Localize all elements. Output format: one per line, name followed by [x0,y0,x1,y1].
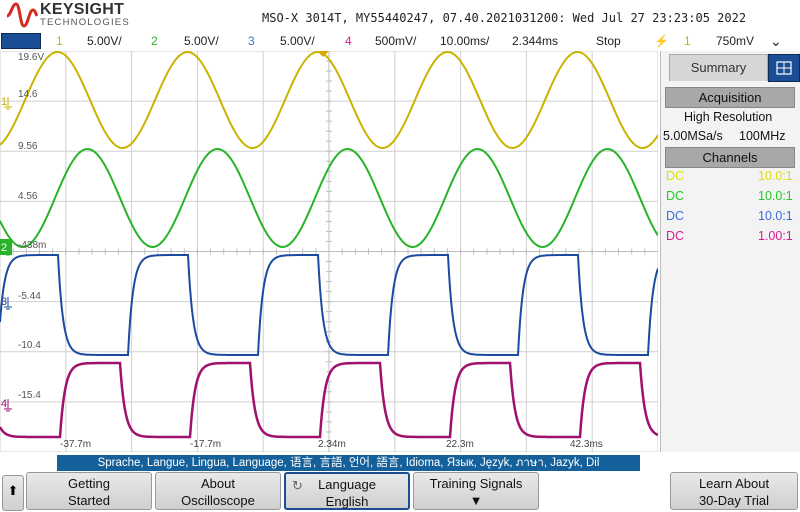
language-strip: Sprache, Langue, Lingua, Language, 语言, 言… [57,455,640,471]
title-bar: KEYSIGHT TECHNOLOGIES MSO-X 3014T, MY554… [0,0,800,32]
ch2-ground-marker [0,239,12,255]
language-label-1: Language [318,477,376,492]
ch1-probe: 10.0:1 [758,169,793,183]
y-label-0: 19.6V [18,52,45,63]
y-label-7: -15.4 [18,390,41,401]
trigger-source[interactable]: 1 [684,34,691,48]
ch3-coupling: DC [666,209,685,223]
ch4-marker-label: 4 [1,398,7,410]
instrument-info: MSO-X 3014T, MY55440247, 07.40.202103120… [262,11,747,25]
language-label-2: English [325,494,369,509]
y-label-4: -438m [18,240,47,251]
y-label-1: 14.6 [18,89,38,100]
timebase[interactable]: 10.00ms/ [440,34,490,48]
tab-navigation[interactable] [768,54,800,82]
training-signals-button[interactable]: Training Signals ▼ [413,472,539,510]
about-label-2: Oscilloscope [181,493,255,508]
ch4-scale[interactable]: 500mV/ [375,34,417,48]
acquisition-title[interactable]: Acquisition [665,87,795,108]
ch4-number[interactable]: 4 [345,34,352,48]
trigger-edge-icon: ⚡ [654,34,669,48]
sidebar [660,51,800,452]
ch2-trace [0,147,658,249]
ch1-number[interactable]: 1 [56,34,63,48]
y-label-6: -10.4 [18,340,41,351]
x-label-3: 22.3m [446,439,474,450]
x-label-4: 42.3ms [570,439,603,450]
acquisition-mode: High Resolution [684,110,773,124]
learn-label-2: 30-Day Trial [698,493,770,508]
channels-title[interactable]: Channels [665,147,795,168]
x-label-0: -37.7m [60,439,92,450]
x-label-2: 2.34m [318,439,346,450]
training-label-1: Training Signals [429,476,523,491]
learn-about-trial-button[interactable]: Learn About 30-Day Trial [670,472,798,510]
ch3-marker-label: 3 [1,296,7,308]
ch3-trace [0,254,658,356]
y-label-3: 4.56 [18,191,38,202]
ground-icon [4,243,12,256]
getting-started-label-1: Getting [68,476,110,491]
sample-rate: 5.00MSa/s [663,129,723,143]
about-oscilloscope-button[interactable]: About Oscilloscope [155,472,281,510]
getting-started-label-2: Started [68,493,110,508]
ground-icon [4,399,12,412]
ch1-marker-label: 1 [1,96,7,108]
ch2-probe: 10.0:1 [758,189,793,203]
grid-icon [776,61,792,75]
ch4-coupling: DC [666,229,685,243]
ch2-number[interactable]: 2 [151,34,158,48]
ch1-scale[interactable]: 5.00V/ [87,34,122,48]
brand-subtitle: TECHNOLOGIES [40,17,130,28]
about-label-1: About [201,476,235,491]
brand-name: KEYSIGHT [40,1,125,18]
back-button[interactable]: ⬆ [2,475,24,511]
trigger-level[interactable]: 750mV [716,34,755,48]
tab-summary[interactable]: Summary [669,54,768,81]
learn-label-1: Learn About [698,476,770,491]
getting-started-button[interactable]: Getting Started [26,472,152,510]
ch2-marker-label: 2 [1,242,7,254]
ch1-trace [0,51,658,150]
ch2-scale[interactable]: 5.00V/ [184,34,219,48]
language-button[interactable]: ↻ Language English [284,472,410,510]
chevron-down-icon[interactable]: ⌄ [770,33,782,49]
ground-icon [4,97,12,110]
ground-icon [4,297,12,310]
channel-status-bar: 1 5.00V/ 2 5.00V/ 3 5.00V/ 4 500mV/ 10.0… [0,32,800,51]
keysight-logo-icon [6,2,38,28]
menu-button[interactable] [1,33,41,49]
ch3-scale[interactable]: 5.00V/ [280,34,315,48]
y-label-2: 9.56 [18,141,38,152]
ch4-probe: 1.00:1 [758,229,793,243]
ch4-trace [0,361,658,439]
x-label-1: -17.7m [190,439,222,450]
waveform-display[interactable]: 1 2 3 4 19.6V 14.6 9.56 4.56 -438m -5.44 -1… [0,51,658,452]
ch3-probe: 10.0:1 [758,209,793,223]
delay[interactable]: 2.344ms [512,34,559,48]
run-state[interactable]: Stop [596,34,621,48]
ch1-coupling: DC [666,169,685,183]
y-label-5: -5.44 [18,291,41,302]
ch3-number[interactable]: 3 [248,34,255,48]
rotate-knob-icon: ↻ [292,478,303,493]
down-arrow-icon: ▼ [469,493,483,508]
bandwidth: 100MHz [739,129,786,143]
ch2-coupling: DC [666,189,685,203]
waveform-graph: 1 2 3 4 [0,51,658,452]
